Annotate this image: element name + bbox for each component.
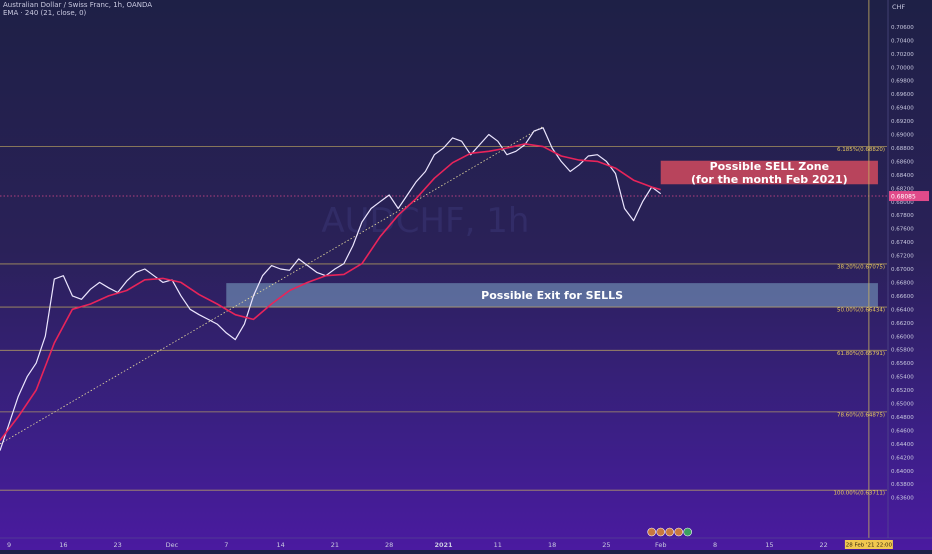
watermark: AUDCHF, 1h <box>321 201 529 241</box>
price-tick-label: 0.69400 <box>891 106 914 112</box>
indicator-legend[interactable]: EMA · 240 (21, close, 0) <box>3 9 87 17</box>
event-icon[interactable] <box>683 527 692 537</box>
price-tick-label: 0.68000 <box>891 200 914 206</box>
time-tick-label: 21 <box>331 541 339 549</box>
price-tick-label: 0.70000 <box>891 65 914 71</box>
price-tick-label: 0.66400 <box>891 307 914 313</box>
price-tick-label: 0.69600 <box>891 92 914 98</box>
time-tick-label: 28 <box>385 541 393 549</box>
price-tick-label: 0.68400 <box>891 173 914 179</box>
ema-series-line[interactable] <box>0 143 661 441</box>
fib-level-label: 78.60%(0.64875) <box>837 412 885 418</box>
fib-level-label: 61.80%(0.65791) <box>837 351 885 357</box>
currency-label: CHF <box>892 3 905 11</box>
price-tick-label: 0.69200 <box>891 119 914 125</box>
event-icon[interactable] <box>656 527 665 537</box>
price-tick-label: 0.69000 <box>891 133 914 139</box>
price-tick-label: 0.65800 <box>891 348 914 354</box>
fib-level-label: 38.20%(0.67075) <box>837 264 885 270</box>
price-tick-label: 0.66600 <box>891 294 914 300</box>
price-tick-label: 0.67400 <box>891 240 914 246</box>
time-tick-label: 9 <box>7 541 11 549</box>
current-price-label: 0.68085 <box>891 194 916 201</box>
price-tick-label: 0.64600 <box>891 428 914 434</box>
price-tick-label: 0.70600 <box>891 25 914 31</box>
price-tick-label: 0.65400 <box>891 375 914 381</box>
price-tick-label: 0.68200 <box>891 186 914 192</box>
time-tick-label: 2021 <box>434 541 453 549</box>
price-tick-label: 0.70200 <box>891 52 914 58</box>
price-tick-label: 0.66200 <box>891 321 914 327</box>
price-tick-label: 0.64800 <box>891 415 914 421</box>
price-tick-label: 0.70400 <box>891 38 914 44</box>
fib-level-label: 50.00%(0.66434) <box>837 308 885 314</box>
sell-zone-box[interactable] <box>660 160 878 185</box>
price-tick-label: 0.65600 <box>891 361 914 367</box>
fib-level-label: 100.00%(0.63711) <box>833 491 885 497</box>
sell-zone-label: Possible SELL Zone <box>710 160 830 173</box>
price-tick-label: 0.69800 <box>891 79 914 85</box>
price-tick-label: 0.63800 <box>891 482 914 488</box>
sell-zone-label: (for the month Feb 2021) <box>691 173 848 186</box>
current-price-badge <box>889 191 929 202</box>
price-tick-label: 0.66800 <box>891 280 914 286</box>
time-tick-label: Feb <box>655 541 667 549</box>
time-tick-label: 18 <box>548 541 556 549</box>
price-tick-label: 0.67800 <box>891 213 914 219</box>
event-icon[interactable] <box>665 527 674 537</box>
time-tick-label: 8 <box>713 541 717 549</box>
exit-zone-label: Possible Exit for SELLS <box>481 289 623 302</box>
price-tick-label: 0.65000 <box>891 402 914 408</box>
time-tick-label: 15 <box>765 541 773 549</box>
price-tick-label: 0.68600 <box>891 159 914 165</box>
price-tick-label: 0.64400 <box>891 442 914 448</box>
cursor-time-badge <box>844 540 893 549</box>
price-tick-label: 0.67600 <box>891 227 914 233</box>
price-tick-label: 0.67200 <box>891 254 914 260</box>
cursor-time-label: 28 Feb '21 22:00 <box>846 543 893 549</box>
time-tick-label: 16 <box>59 541 67 549</box>
price-tick-label: 0.68800 <box>891 146 914 152</box>
time-tick-label: 23 <box>114 541 122 549</box>
time-tick-label: 11 <box>494 541 502 549</box>
time-tick-label: 7 <box>224 541 228 549</box>
time-tick-label: 14 <box>276 541 284 549</box>
exit-zone-box[interactable] <box>226 283 878 308</box>
price-series-line[interactable] <box>0 127 662 451</box>
price-tick-label: 0.63600 <box>891 496 914 502</box>
chart-header: Australian Dollar / Swiss Franc, 1h, OAN… <box>3 1 152 17</box>
symbol-title: Australian Dollar / Swiss Franc, 1h, OAN… <box>3 1 153 9</box>
price-tick-label: 0.65200 <box>891 388 914 394</box>
price-tick-label: 0.66000 <box>891 334 914 340</box>
fib-level-label: 6.185%(0.68820) <box>837 147 885 153</box>
time-tick-label: 25 <box>602 541 610 549</box>
price-tick-label: 0.64000 <box>891 469 914 475</box>
price-tick-label: 0.67000 <box>891 267 914 273</box>
event-icon[interactable] <box>674 527 683 537</box>
time-tick-label: Dec <box>166 541 179 549</box>
event-icon[interactable] <box>647 527 656 537</box>
time-tick-label: 22 <box>820 541 828 549</box>
price-tick-label: 0.64200 <box>891 455 914 461</box>
